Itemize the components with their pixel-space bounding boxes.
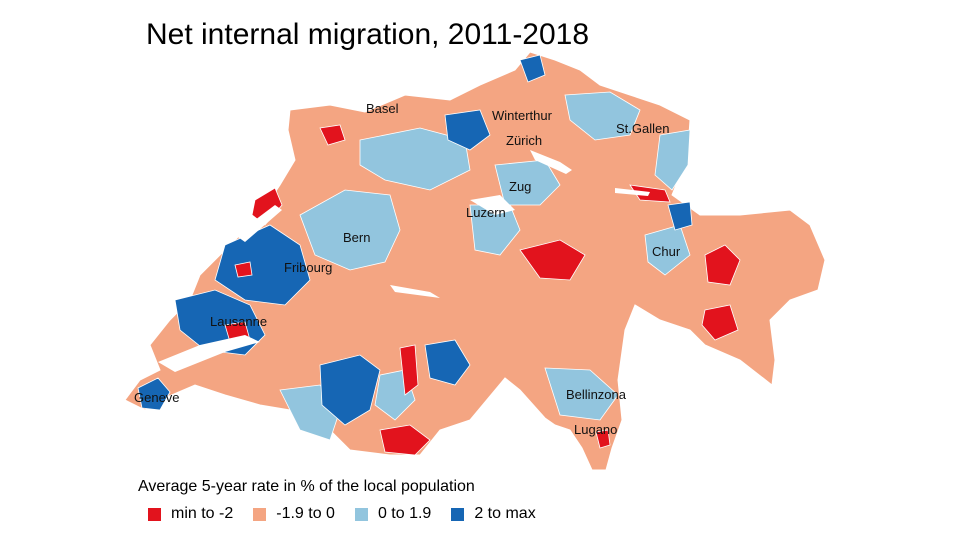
legend-label: 2 to max — [474, 505, 536, 522]
city-label-luzern: Luzern — [466, 205, 506, 220]
legend-swatch-red — [148, 507, 161, 521]
legend: min to -2 -1.9 to 0 0 to 1.9 2 to max — [148, 505, 556, 523]
region-fribourg-red — [234, 261, 253, 278]
city-label-fribourg: Fribourg — [284, 260, 332, 275]
legend-item-min-to-neg2: min to -2 — [148, 505, 233, 523]
regions-dark-blue — [137, 54, 693, 426]
region-winterthur — [519, 54, 546, 83]
lake-geneva — [158, 335, 260, 372]
region-grisons-red — [704, 244, 741, 286]
city-label-geneve: Geneve — [134, 390, 180, 405]
region-basel-red — [319, 124, 346, 146]
region-engadin-red — [701, 304, 739, 341]
region-zug — [494, 159, 561, 206]
city-label-basel: Basel — [366, 101, 399, 116]
region-zurich-blue — [444, 109, 491, 151]
lakes — [158, 150, 650, 372]
region-lugano-red — [595, 429, 611, 449]
city-label-lausanne: Lausanne — [210, 314, 267, 329]
map-title: Net internal migration, 2011-2018 — [146, 18, 590, 51]
city-label-chur: Chur — [652, 244, 681, 259]
region-stgallen — [654, 129, 691, 191]
lake-constance — [615, 188, 650, 196]
region-valais-red — [379, 424, 431, 456]
lake-lucerne — [470, 195, 515, 215]
region-bern-plateau — [299, 189, 401, 271]
city-label-zurich: Zürich — [506, 133, 542, 148]
city-label-bern: Bern — [343, 230, 370, 245]
region-valais-blue — [319, 354, 381, 426]
legend-label: 0 to 1.9 — [377, 505, 432, 522]
city-label-winterthur: Winterthur — [492, 108, 553, 123]
legend-swatch-salmon — [253, 507, 267, 521]
city-labels: Basel Winterthur St.Gallen Zürich Zug Lu… — [134, 101, 681, 437]
lake-neuchatel — [235, 205, 282, 242]
legend-swatch-dark-blue — [451, 507, 465, 521]
legend-label: min to -2 — [171, 505, 234, 522]
city-label-zug: Zug — [509, 179, 531, 194]
country-outline — [124, 51, 826, 471]
lake-zurich — [530, 150, 572, 174]
region-stgallen-blue — [667, 201, 693, 231]
region-uri-red — [519, 239, 586, 281]
region-bellinzona — [544, 367, 619, 421]
legend-item-2-to-max: 2 to max — [451, 505, 536, 523]
region-geneve — [137, 377, 171, 411]
region-schwyz-red — [629, 184, 671, 203]
city-label-stgallen: St.Gallen — [616, 121, 669, 136]
city-label-lugano: Lugano — [574, 422, 617, 437]
regions-red — [224, 124, 741, 456]
legend-item-neg1-9-to-0: -1.9 to 0 — [253, 505, 335, 523]
region-zurich-east — [564, 91, 641, 141]
region-fribourg — [214, 224, 311, 306]
city-label-bellinzona: Bellinzona — [566, 387, 627, 402]
legend-label: -1.9 to 0 — [276, 505, 335, 522]
lake-thun — [390, 285, 440, 298]
legend-title: Average 5-year rate in % of the local po… — [138, 478, 475, 495]
region-aargau — [359, 127, 471, 191]
legend-item-0-to-1-9: 0 to 1.9 — [354, 505, 432, 523]
region-alps-blue — [424, 339, 471, 386]
legend-swatch-light-blue — [354, 507, 368, 521]
region-ticino-red — [399, 344, 419, 396]
